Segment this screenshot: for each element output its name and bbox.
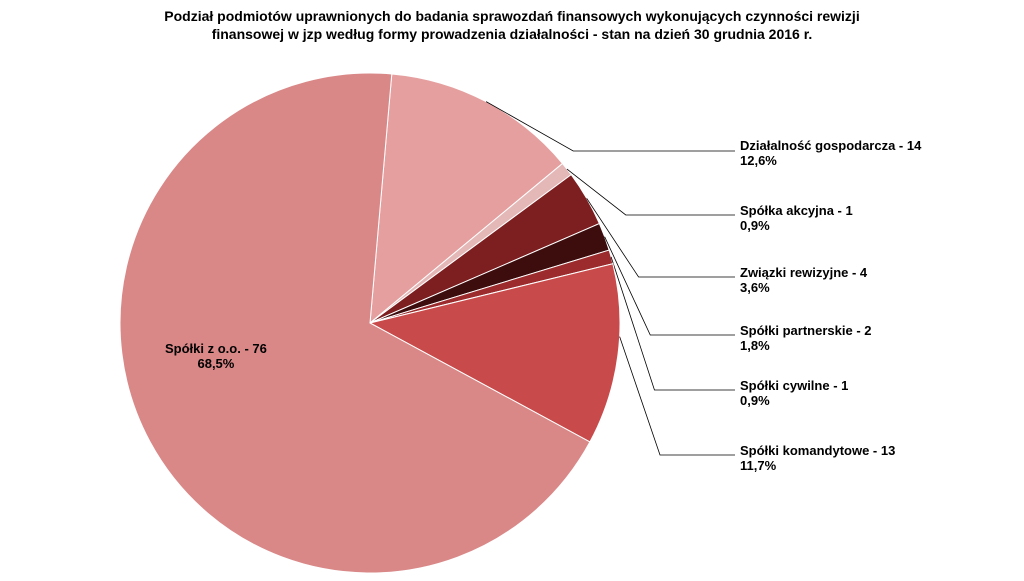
title-line-1: Podział podmiotów uprawnionych do badani… xyxy=(164,8,859,24)
slice-label: Spółki cywilne - 10,9% xyxy=(740,378,848,408)
slice-label-pct: 68,5% xyxy=(165,356,267,371)
slice-label: Spółki partnerskie - 21,8% xyxy=(740,323,872,353)
slice-label-pct: 3,6% xyxy=(740,280,867,295)
chart-title: Podział podmiotów uprawnionych do badani… xyxy=(40,8,984,43)
slice-label-name: Działalność gospodarcza - 14 xyxy=(740,138,921,153)
slice-label-pct: 12,6% xyxy=(740,153,921,168)
slice-label-pct: 0,9% xyxy=(740,218,853,233)
leader-line xyxy=(620,337,735,455)
slice-label-name: Spółki z o.o. - 76 xyxy=(165,341,267,356)
slice-label-pct: 1,8% xyxy=(740,338,872,353)
slice-label: Spółki komandytowe - 1311,7% xyxy=(740,443,895,473)
slice-label: Działalność gospodarcza - 1412,6% xyxy=(740,138,921,168)
title-line-2: finansowej w jzp według formy prowadzeni… xyxy=(212,26,813,42)
slice-label-name: Spółki komandytowe - 13 xyxy=(740,443,895,458)
slice-label-pct: 0,9% xyxy=(740,393,848,408)
slice-label: Spółka akcyjna - 10,9% xyxy=(740,203,853,233)
pie-chart-svg xyxy=(0,43,1024,573)
slice-label-name: Spółki partnerskie - 2 xyxy=(740,323,872,338)
pie-chart-container: Działalność gospodarcza - 1412,6% Spółka … xyxy=(0,43,1024,573)
slice-label-pct: 11,7% xyxy=(740,458,895,473)
slice-label-name: Spółka akcyjna - 1 xyxy=(740,203,853,218)
leader-line xyxy=(605,237,735,335)
slice-label-name: Spółki cywilne - 1 xyxy=(740,378,848,393)
slice-label: Związki rewizyjne - 43,6% xyxy=(740,265,867,295)
slice-label: Spółki z o.o. - 7668,5% xyxy=(165,341,267,371)
slice-label-name: Związki rewizyjne - 4 xyxy=(740,265,867,280)
